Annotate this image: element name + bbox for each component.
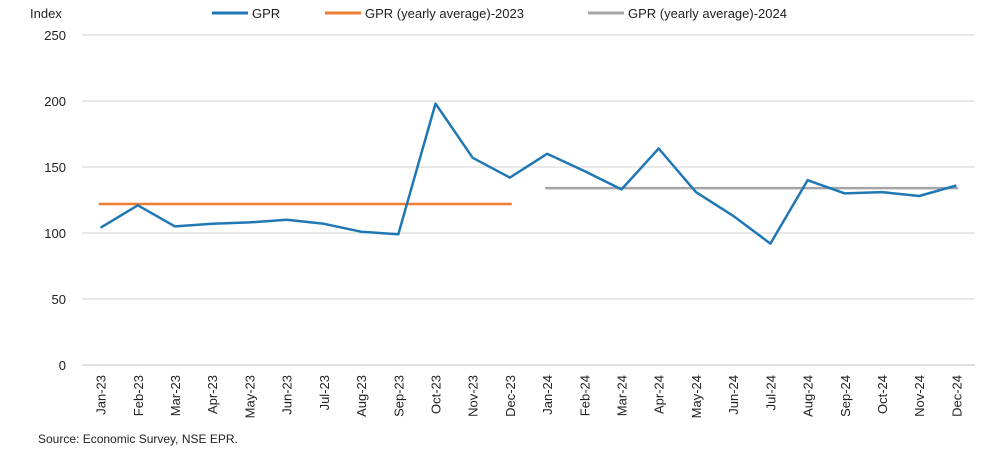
x-tick-label: Nov-23	[466, 375, 481, 417]
x-tick-label: Sep-24	[838, 375, 853, 417]
x-tick-label: Jul-24	[763, 375, 778, 410]
x-tick-label: Jul-23	[317, 375, 332, 410]
x-tick-label: Apr-24	[652, 375, 667, 414]
y-tick-label: 200	[44, 94, 66, 109]
x-tick-label: Apr-23	[205, 375, 220, 414]
series-line-gpr	[99, 102, 957, 245]
x-tick-label: Dec-24	[949, 375, 964, 417]
x-tick-label: May-24	[689, 375, 704, 418]
x-tick-label: Dec-23	[503, 375, 518, 417]
x-tick-label: Mar-23	[168, 375, 183, 416]
x-tick-label: Jan-24	[540, 375, 555, 415]
legend-label: GPR (yearly average)-2023	[365, 6, 524, 21]
x-tick-label: Jan-23	[94, 375, 109, 415]
y-tick-label: 0	[59, 358, 66, 373]
legend-label: GPR	[252, 6, 280, 21]
legend-label: GPR (yearly average)-2024	[628, 6, 787, 21]
series-lines	[98, 102, 959, 245]
x-tick-label: Jun-24	[726, 375, 741, 415]
x-tick-label: Aug-24	[801, 375, 816, 417]
y-tick-label: 50	[52, 292, 66, 307]
source-note: Source: Economic Survey, NSE EPR.	[38, 432, 238, 446]
legend: GPR GPR (yearly average)-2023 GPR (yearly …	[212, 6, 787, 21]
x-tick-label: Jun-23	[280, 375, 295, 415]
y-tick-label: 100	[44, 226, 66, 241]
y-tick-label: 150	[44, 160, 66, 175]
x-tick-label: May-23	[242, 375, 257, 418]
x-tick-label: Aug-23	[354, 375, 369, 417]
gridlines	[82, 34, 975, 366]
x-tick-label: Oct-24	[875, 375, 890, 414]
x-tick-label: Nov-24	[912, 375, 927, 417]
y-axis-label: Index	[30, 6, 62, 21]
x-tick-label: Oct-23	[428, 375, 443, 414]
x-axis-ticks: Jan-23 Feb-23 Mar-23 Apr-23 May-23 Jun-23 Jul-…	[94, 375, 965, 418]
x-tick-label: Feb-24	[577, 375, 592, 416]
x-tick-label: Sep-23	[391, 375, 406, 417]
line-chart: Index GPR GPR (yearly average)-2023 GPR (y…	[30, 6, 975, 418]
y-axis-ticks: 0 50 100 150 200 250	[44, 28, 66, 373]
x-tick-label: Mar-24	[615, 375, 630, 416]
y-tick-label: 250	[44, 28, 66, 43]
x-tick-label: Feb-23	[131, 375, 146, 416]
